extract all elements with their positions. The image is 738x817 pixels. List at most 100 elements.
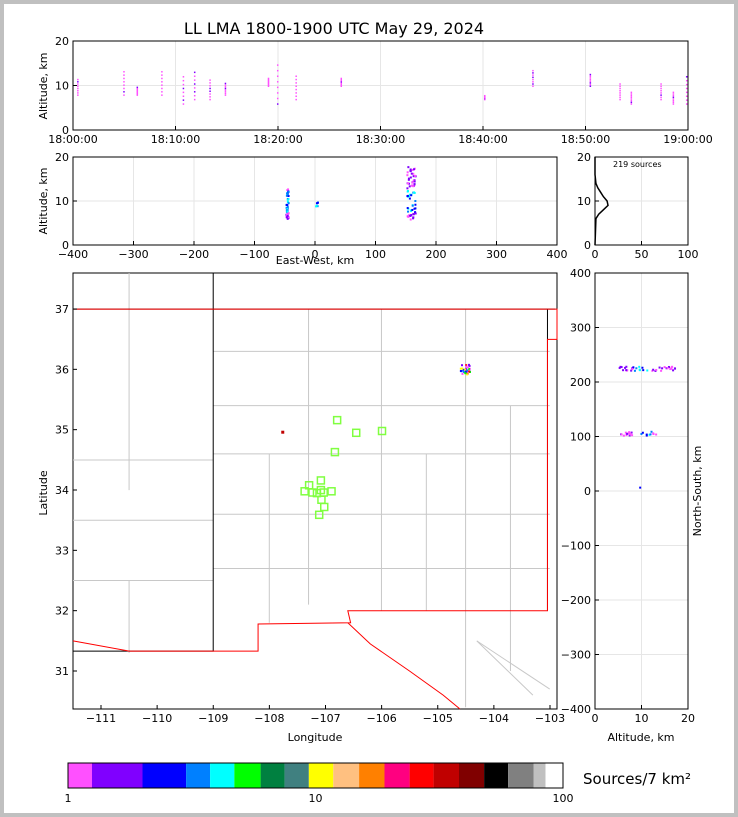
source-point	[295, 92, 297, 94]
hist-y-tick-label: 20	[577, 151, 591, 164]
source-point	[638, 365, 641, 368]
source-point	[466, 366, 469, 369]
station-marker	[314, 510, 324, 520]
source-point	[468, 367, 471, 370]
source-point	[193, 91, 196, 93]
source-point	[287, 190, 290, 193]
source-point	[286, 213, 289, 216]
source-point	[295, 85, 297, 87]
source-point	[660, 89, 662, 92]
source-point	[414, 200, 417, 203]
source-point	[622, 369, 625, 372]
source-point	[461, 367, 464, 370]
source-point	[410, 214, 413, 217]
ns-axis-tick-label: 100	[570, 431, 591, 444]
source-point	[182, 87, 185, 90]
source-point	[123, 77, 125, 80]
source-point	[276, 81, 279, 83]
ew-xlabel: East-West, km	[276, 254, 354, 267]
source-point	[340, 83, 343, 85]
lat-tick-label: 31	[55, 665, 69, 678]
source-point	[123, 71, 125, 73]
source-point	[224, 89, 227, 91]
source-point	[411, 181, 414, 184]
source-point	[340, 77, 343, 80]
source-point	[209, 90, 211, 93]
source-point	[123, 87, 125, 90]
source-point	[406, 194, 409, 197]
source-point	[412, 213, 415, 216]
time-height-ylabel: Altitude, km	[37, 52, 50, 119]
source-point	[414, 211, 417, 214]
source-point	[123, 84, 125, 86]
source-point	[136, 92, 139, 94]
source-point	[589, 85, 592, 87]
source-point	[660, 369, 663, 372]
source-point	[287, 202, 290, 205]
time-axis-tick-label: 18:50:00	[561, 133, 610, 146]
source-point	[161, 71, 163, 73]
station-marker	[300, 487, 309, 496]
source-point	[655, 368, 658, 371]
ns-axis-tick-label: 300	[570, 322, 591, 335]
source-point	[461, 372, 464, 375]
lon-axis-tick-label: −111	[86, 712, 116, 725]
source-point	[276, 103, 279, 105]
source-point	[484, 94, 486, 97]
source-point	[631, 434, 634, 437]
source-point	[660, 96, 662, 99]
colorbar-segment	[68, 763, 92, 788]
source-point	[136, 86, 139, 89]
colorbar-segment	[409, 763, 434, 788]
source-point	[414, 203, 417, 206]
source-point	[411, 168, 414, 171]
source-point	[193, 98, 196, 101]
colorbar-tick-label: 100	[553, 792, 574, 805]
source-point	[182, 103, 185, 105]
ew-axis-tick-label: −200	[179, 248, 209, 261]
source-point	[629, 433, 632, 436]
lat-tick-label: 32	[55, 605, 69, 618]
colorbar-segment	[234, 763, 261, 788]
source-point	[136, 87, 139, 90]
source-point	[193, 87, 196, 89]
source-point	[161, 87, 163, 90]
source-point	[224, 92, 227, 95]
ns-axis-tick-label: 400	[570, 267, 591, 280]
source-point	[660, 92, 662, 94]
source-point	[412, 179, 415, 182]
source-point	[412, 216, 415, 219]
source-point	[410, 194, 413, 197]
source-point	[650, 430, 653, 433]
source-point	[639, 486, 642, 489]
source-point	[340, 84, 343, 86]
source-point	[660, 83, 662, 85]
source-point	[672, 96, 675, 99]
county-boundary	[476, 640, 550, 690]
ns-axis-tick-label: 200	[570, 376, 591, 389]
source-point	[193, 75, 196, 77]
source-point	[285, 216, 288, 219]
source-point	[77, 85, 79, 87]
source-point	[660, 94, 662, 96]
source-point	[619, 89, 621, 92]
source-point	[77, 89, 79, 92]
source-point	[532, 72, 534, 74]
lon-axis-tick-label: −108	[254, 712, 284, 725]
source-point	[630, 103, 633, 105]
source-point	[462, 368, 465, 371]
source-point	[286, 210, 289, 213]
state-boundary	[73, 273, 214, 652]
source-point	[136, 94, 139, 96]
source-point	[589, 82, 592, 84]
source-point	[625, 369, 628, 372]
station-marker	[327, 487, 336, 496]
source-point	[411, 208, 414, 211]
station-marker	[316, 476, 326, 485]
source-point	[410, 172, 413, 175]
source-point	[340, 82, 343, 84]
source-point	[407, 210, 410, 213]
colorbar-segment	[186, 763, 211, 788]
station-marker	[308, 488, 317, 497]
source-point	[630, 369, 633, 372]
